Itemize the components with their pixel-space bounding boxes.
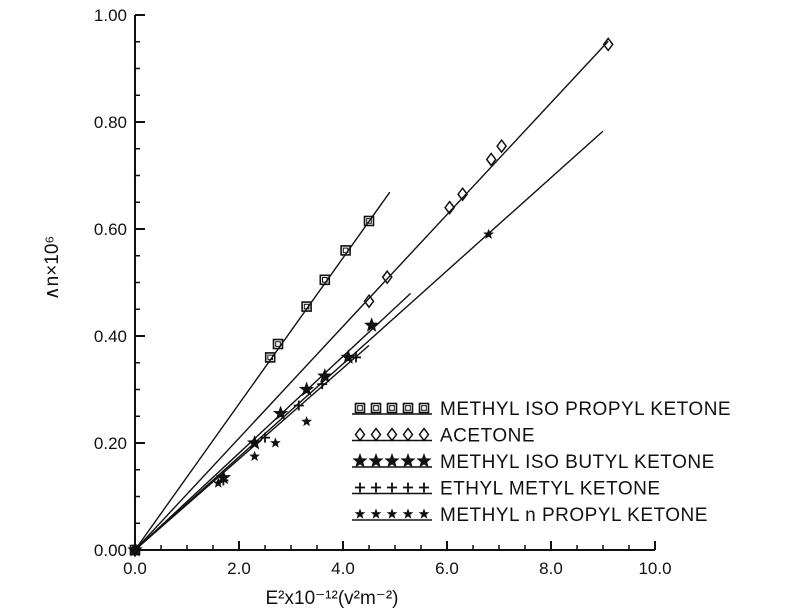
data-point	[351, 352, 361, 363]
data-point	[485, 152, 497, 167]
legend-marker	[384, 453, 400, 468]
data-point	[129, 544, 141, 555]
legend: METHYL ISO PROPYL KETONE ACETONE METHYL IS…	[352, 399, 731, 526]
legend-marker	[419, 482, 429, 493]
legend-item: METHYL n PROPYL KETONE	[352, 505, 708, 526]
data-point	[381, 269, 393, 285]
data-point	[444, 200, 456, 215]
legend-marker	[371, 482, 381, 493]
x-tick-label: 10.0	[638, 559, 671, 578]
legend-marker	[418, 427, 430, 442]
fit-line	[134, 191, 391, 551]
y-axis-title: ∧n×10⁶	[42, 236, 63, 301]
legend-marker	[402, 427, 414, 442]
legend-item: ACETONE	[352, 426, 535, 447]
y-tick-label: 0.80	[94, 113, 127, 132]
legend-marker	[386, 508, 398, 519]
legend-marker	[368, 453, 384, 468]
fit-lines	[134, 40, 609, 551]
legend-marker	[402, 508, 414, 519]
x-ticks: 0.0 2.0 4.0 6.0 8.0 10.0	[123, 541, 672, 578]
legend-label: ETHYL METYL KETONE	[440, 479, 661, 500]
fit-line	[134, 40, 609, 551]
data-point	[317, 368, 333, 383]
data-point	[260, 432, 270, 443]
data-point	[363, 215, 375, 227]
data-point	[483, 228, 494, 239]
data-point	[212, 477, 224, 488]
legend-marker	[402, 402, 414, 414]
data-point	[298, 381, 315, 396]
legend-marker	[387, 482, 397, 493]
y-tick-label: 1.00	[94, 6, 127, 25]
x-axis-title: E²x10⁻¹²(v²m⁻²)	[266, 588, 399, 609]
legend-marker	[352, 453, 368, 468]
data-point	[264, 352, 276, 363]
fit-line	[134, 292, 412, 551]
legend-marker	[370, 427, 382, 442]
legend-item: METHYL ISO PROPYL KETONE	[352, 399, 731, 420]
data-point	[457, 186, 469, 202]
y-tick-label: 0.20	[94, 434, 127, 453]
legend-label: METHYL ISO PROPYL KETONE	[440, 399, 731, 420]
x-tick-label: 6.0	[435, 559, 459, 578]
x-tick-label: 0.0	[123, 559, 147, 578]
legend-marker	[418, 508, 430, 519]
y-ticks: 0.00 0.20 0.40 0.60 0.80 1.00	[94, 6, 145, 560]
x-tick-label: 2.0	[227, 559, 251, 578]
data-point	[340, 349, 356, 364]
legend-marker	[354, 427, 366, 442]
data-point	[249, 450, 260, 461]
legend-label: METHYL n PROPYL KETONE	[440, 505, 708, 526]
data-point	[246, 435, 263, 450]
data-point	[496, 138, 508, 154]
legend-item: METHYL ISO BUTYL KETONE	[352, 452, 715, 473]
y-tick-label: 0.60	[94, 220, 127, 239]
data-point	[317, 379, 328, 390]
x-tick-label: 8.0	[539, 559, 563, 578]
data-point	[363, 293, 375, 309]
legend-label: METHYL ISO BUTYL KETONE	[440, 452, 715, 473]
legend-marker	[403, 482, 413, 493]
legend-marker	[354, 402, 366, 414]
data-point	[293, 400, 304, 411]
y-tick-label: 0.40	[94, 327, 127, 346]
legend-marker	[355, 482, 365, 493]
data-point	[363, 317, 380, 332]
data-point	[272, 405, 289, 421]
legend-marker	[370, 402, 382, 414]
legend-item: ETHYL METYL KETONE	[352, 479, 661, 500]
data-point	[301, 301, 312, 312]
data-markers	[127, 37, 614, 558]
data-point	[218, 475, 229, 486]
data-point	[301, 415, 312, 427]
x-tick-label: 4.0	[331, 559, 355, 578]
legend-marker	[386, 427, 398, 442]
legend-marker	[370, 508, 382, 519]
legend-marker	[354, 508, 366, 519]
legend-marker	[400, 453, 416, 468]
data-point	[272, 338, 284, 350]
data-point	[319, 274, 331, 286]
data-point	[340, 245, 351, 256]
data-point	[602, 37, 614, 52]
legend-label: ACETONE	[440, 426, 535, 447]
y-tick-label: 0.00	[94, 541, 127, 560]
legend-marker	[418, 402, 430, 414]
legend-marker	[416, 453, 432, 468]
fit-line	[134, 130, 604, 551]
data-point	[270, 437, 281, 448]
legend-marker	[386, 402, 398, 414]
